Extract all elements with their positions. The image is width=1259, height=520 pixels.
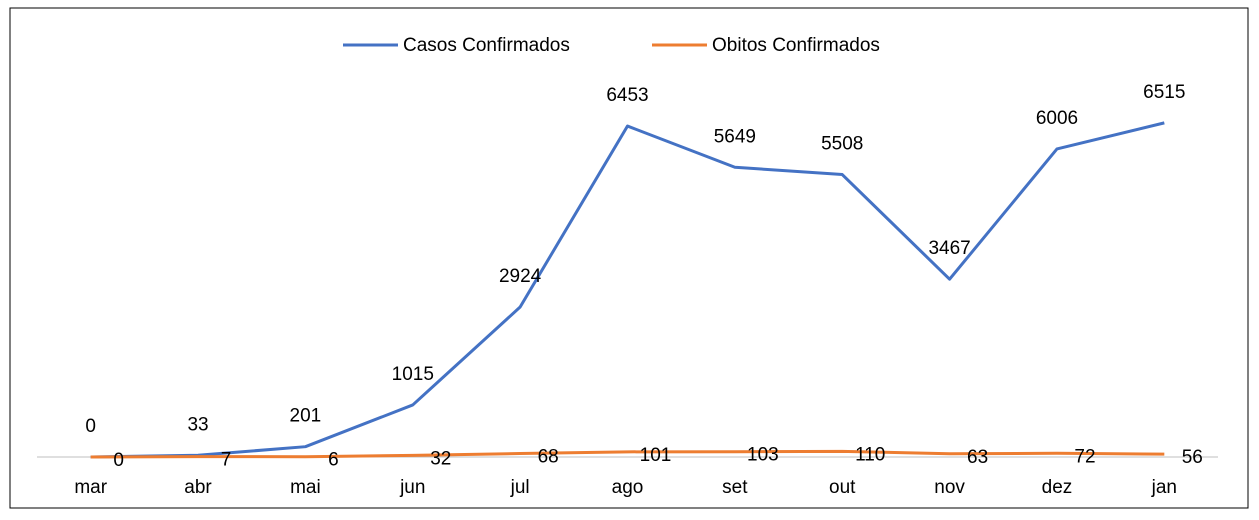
x-tick-label: nov <box>934 477 965 498</box>
data-label: 7 <box>221 450 232 471</box>
data-label: 6515 <box>1143 82 1185 103</box>
data-label: 0 <box>113 450 124 471</box>
legend-label: Casos Confirmados <box>403 35 570 56</box>
x-tick-label: jul <box>510 477 530 498</box>
data-label: 56 <box>1182 447 1203 468</box>
x-tick-label: abr <box>184 477 212 498</box>
data-label: 33 <box>187 414 208 435</box>
x-tick-label: mar <box>74 477 107 498</box>
chart-frame <box>9 7 1249 509</box>
x-tick-label: dez <box>1042 477 1073 498</box>
data-label: 5508 <box>821 134 863 155</box>
data-label: 6453 <box>606 85 648 106</box>
data-label: 6006 <box>1036 108 1078 129</box>
data-label: 1015 <box>392 364 434 385</box>
data-label: 110 <box>855 444 885 465</box>
data-label: 5649 <box>714 126 756 147</box>
data-label: 3467 <box>928 238 970 259</box>
data-label: 63 <box>967 447 988 468</box>
legend-label: Obitos Confirmados <box>712 35 880 56</box>
data-label: 101 <box>640 445 672 466</box>
x-tick-label: jan <box>1151 477 1177 498</box>
series-line <box>90 449 1165 459</box>
data-label: 72 <box>1074 446 1095 467</box>
data-label: 201 <box>290 406 322 427</box>
data-label: 68 <box>538 447 559 468</box>
data-label: 6 <box>328 450 339 471</box>
x-tick-label: jun <box>399 477 425 498</box>
data-label: 32 <box>430 448 451 469</box>
x-tick-label: out <box>829 477 856 498</box>
x-tick-label: ago <box>612 477 644 498</box>
data-label: 0 <box>85 416 96 437</box>
x-tick-label: mai <box>290 477 321 498</box>
series-line <box>90 121 1165 459</box>
data-label: 103 <box>747 445 779 466</box>
x-tick-label: set <box>722 477 748 498</box>
data-label: 2924 <box>499 266 542 287</box>
